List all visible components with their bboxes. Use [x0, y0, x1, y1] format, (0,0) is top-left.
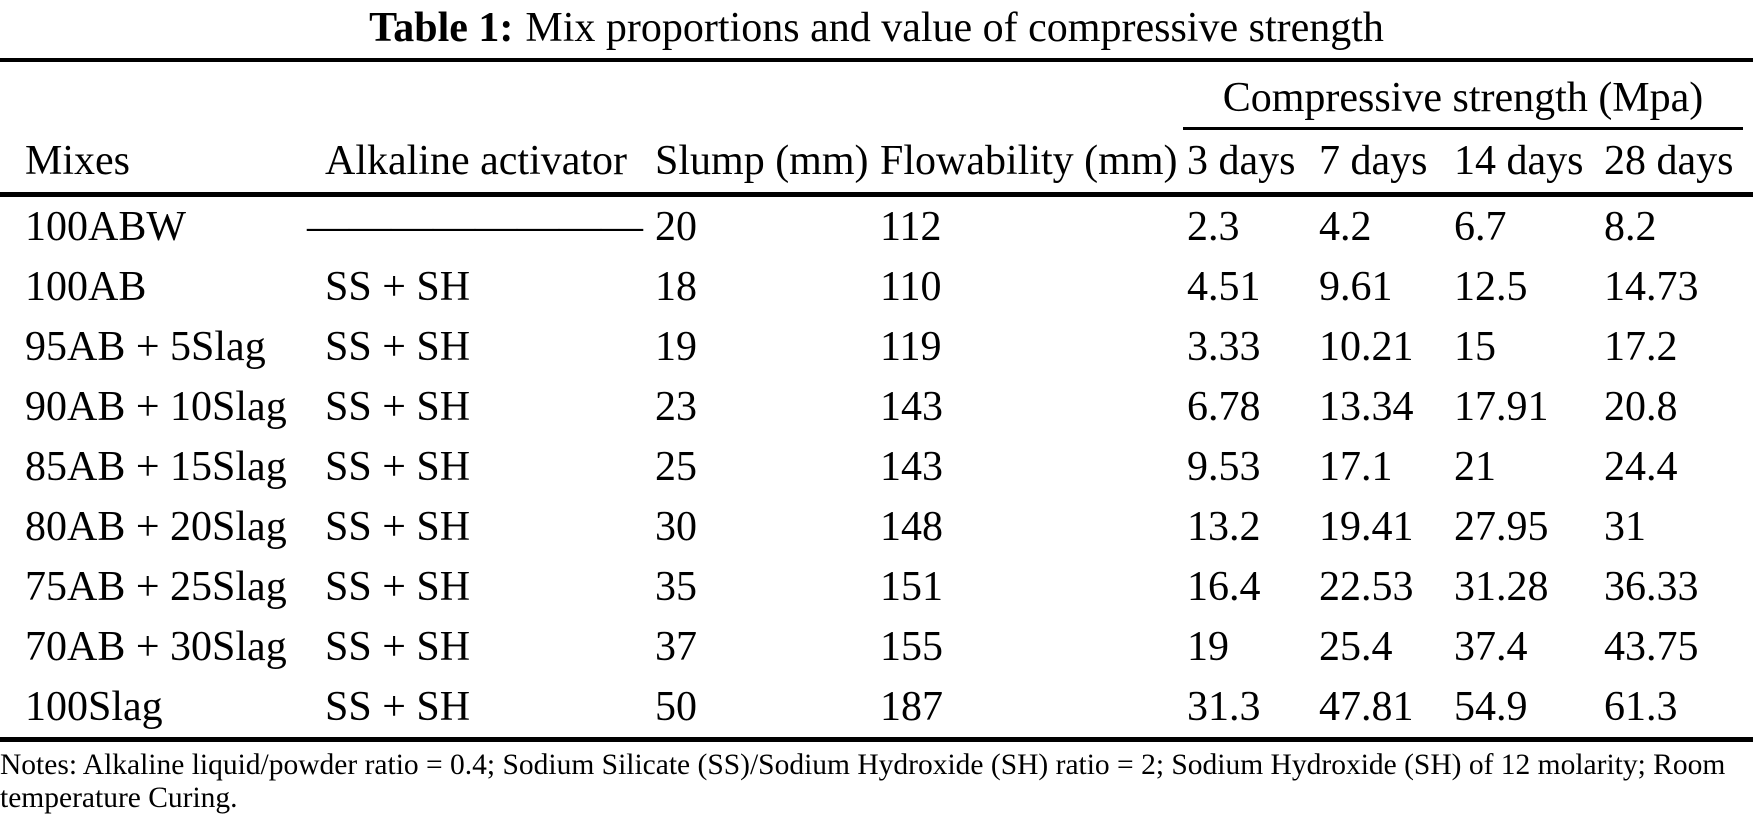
table-cell: 119	[880, 324, 942, 370]
table-cell: 31.28	[1454, 564, 1549, 610]
table-cell: SS + SH	[325, 324, 471, 370]
column-header-slump: Slump (mm)	[655, 130, 880, 197]
table-cell: 6.7	[1454, 204, 1507, 250]
table-cell: 23	[655, 384, 697, 430]
column-header-14-days: 14 days	[1450, 130, 1600, 197]
table-cell: 27.95	[1454, 504, 1549, 550]
table-cell: 85AB + 15Slag	[25, 444, 287, 490]
table-cell: 12.5	[1454, 264, 1528, 310]
table-cell: 100ABW	[25, 204, 186, 250]
table-cell: 18	[655, 264, 697, 310]
table-cell: 37.4	[1454, 624, 1528, 670]
table-caption: Table 1: Mix proportions and value of com…	[0, 0, 1753, 58]
table-cell: 16.4	[1187, 564, 1261, 610]
table-cell: 37	[655, 624, 697, 670]
table-cell: 47.81	[1319, 684, 1414, 730]
column-header-alkaline-activator: Alkaline activator	[325, 130, 655, 197]
data-table: Compressive strength (Mpa) Mixes Alkalin…	[0, 58, 1753, 742]
table-caption-label: Table 1:	[369, 5, 514, 51]
column-header-3-days: 3 days	[1183, 130, 1315, 197]
table-cell: 25.4	[1319, 624, 1393, 670]
table-cell: 17.2	[1604, 324, 1678, 370]
table-cell: 143	[880, 384, 943, 430]
table-cell: 90AB + 10Slag	[25, 384, 287, 430]
table-cell: SS + SH	[325, 564, 471, 610]
table-cell: 17.1	[1319, 444, 1393, 490]
table-cell: 13.2	[1187, 504, 1261, 550]
table-cell: SS + SH	[325, 684, 471, 730]
table-cell: 10.21	[1319, 324, 1414, 370]
table-notes: Notes: Alkaline liquid/powder ratio = 0.…	[0, 749, 1726, 814]
table-cell: 6.78	[1187, 384, 1261, 430]
table-cell: 2.3	[1187, 204, 1240, 250]
table-cell: 155	[880, 624, 943, 670]
table-cell: SS + SH	[325, 444, 471, 490]
table-cell: 19.41	[1319, 504, 1414, 550]
table-cell: 9.61	[1319, 264, 1393, 310]
table-cell: 19	[1187, 624, 1229, 670]
table-cell: 17.91	[1454, 384, 1549, 430]
table-cell: 13.34	[1319, 384, 1414, 430]
table-cell: 80AB + 20Slag	[25, 504, 287, 550]
table-cell: 148	[880, 504, 943, 550]
table-cell: 54.9	[1454, 684, 1528, 730]
table-cell: ————————	[307, 204, 643, 250]
table-cell: SS + SH	[325, 624, 471, 670]
group-header-spacer	[0, 62, 1183, 130]
table-cell: 151	[880, 564, 943, 610]
table-cell: 112	[880, 204, 942, 250]
table-cell: 14.73	[1604, 264, 1699, 310]
table-cell: 36.33	[1604, 564, 1699, 610]
table-cell: 4.51	[1187, 264, 1261, 310]
table-cell: 187	[880, 684, 943, 730]
table-cell: 31	[1604, 504, 1646, 550]
table-caption-text: Mix proportions and value of compressive…	[525, 5, 1384, 51]
table-cell: 43.75	[1604, 624, 1699, 670]
table-cell: 110	[880, 264, 942, 310]
table-cell: 70AB + 30Slag	[25, 624, 287, 670]
table-cell: 19	[655, 324, 697, 370]
column-header-28-days: 28 days	[1600, 130, 1753, 197]
table-cell: 75AB + 25Slag	[25, 564, 287, 610]
table-cell: 21	[1454, 444, 1496, 490]
table-cell: SS + SH	[325, 264, 471, 310]
table-cell: 22.53	[1319, 564, 1414, 610]
table-cell: 30	[655, 504, 697, 550]
table-cell: 15	[1454, 324, 1496, 370]
table-cell: 20.8	[1604, 384, 1678, 430]
table-cell: 50	[655, 684, 697, 730]
column-header-7-days: 7 days	[1315, 130, 1450, 197]
table-cell: 31.3	[1187, 684, 1261, 730]
table-cell: 95AB + 5Slag	[25, 324, 266, 370]
table-cell: 143	[880, 444, 943, 490]
column-header-mixes: Mixes	[0, 130, 325, 197]
column-header-flowability: Flowability (mm)	[880, 130, 1183, 197]
table-cell: 35	[655, 564, 697, 610]
table-cell: 20	[655, 204, 697, 250]
table-cell: 4.2	[1319, 204, 1372, 250]
table-cell: 61.3	[1604, 684, 1678, 730]
table-cell: 100Slag	[25, 684, 163, 730]
table-cell: 24.4	[1604, 444, 1678, 490]
table-cell: SS + SH	[325, 504, 471, 550]
table-cell: 3.33	[1187, 324, 1261, 370]
group-header-compressive-strength: Compressive strength (Mpa)	[1183, 62, 1743, 130]
table-cell: 9.53	[1187, 444, 1261, 490]
table-cell: SS + SH	[325, 384, 471, 430]
table-cell: 8.2	[1604, 204, 1657, 250]
table-cell: 25	[655, 444, 697, 490]
table-cell: 100AB	[25, 264, 147, 310]
